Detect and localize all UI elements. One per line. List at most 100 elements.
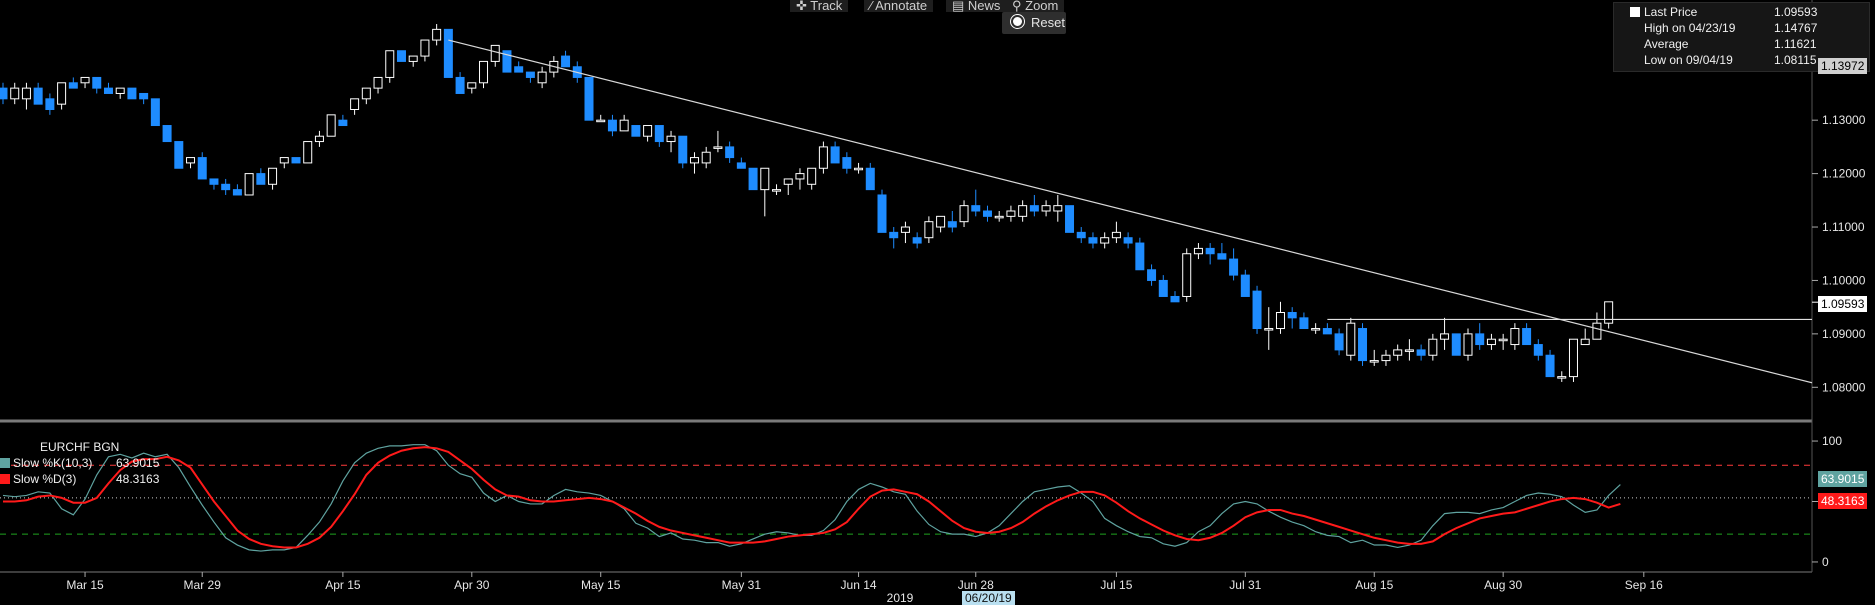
candle-up bbox=[303, 141, 313, 164]
candle-down bbox=[1358, 328, 1368, 362]
candle-down bbox=[1416, 349, 1426, 356]
candle-up bbox=[924, 221, 934, 239]
candle-up bbox=[900, 226, 910, 233]
candle-down bbox=[607, 119, 617, 132]
candle-down bbox=[33, 87, 43, 105]
candle-up bbox=[1193, 247, 1203, 255]
candle-up bbox=[1557, 376, 1567, 379]
x-axis: Mar 15 Mar 29 Apr 15 Apr 30 May 15 May 31 Jun … bbox=[66, 572, 1663, 605]
candle-up bbox=[1041, 205, 1051, 212]
candlesticks bbox=[0, 24, 1614, 382]
candle-down bbox=[982, 210, 992, 217]
candle-up bbox=[689, 157, 699, 164]
candle-up bbox=[760, 167, 770, 191]
legend-last-price[interactable]: Last Price 1.09593 bbox=[1630, 5, 1817, 20]
x-tick-label: Mar 29 bbox=[184, 578, 222, 592]
annotate-label: Annotate bbox=[875, 0, 928, 13]
candle-down bbox=[68, 82, 78, 89]
candle-up bbox=[1275, 312, 1285, 330]
candle-down bbox=[631, 125, 641, 137]
candle-up bbox=[186, 157, 196, 164]
zoom-button[interactable]: ⚲ Zoom bbox=[1006, 0, 1065, 12]
track-button[interactable]: ✜ Track bbox=[790, 0, 849, 13]
low-value: 1.08115 bbox=[1774, 53, 1817, 67]
last-price-tag: 1.09593 bbox=[1818, 296, 1868, 312]
crosshair-date-flag: 06/20/19 bbox=[962, 591, 1015, 605]
candle-down bbox=[1229, 258, 1239, 276]
candle-down bbox=[1322, 328, 1332, 335]
news-button[interactable]: ▤ News bbox=[946, 0, 1007, 12]
candle-up bbox=[1006, 210, 1016, 217]
candle-up bbox=[57, 82, 67, 105]
reset-icon bbox=[1011, 15, 1024, 28]
slow-d-line bbox=[3, 446, 1621, 549]
candle-up bbox=[432, 28, 442, 41]
candle-up bbox=[959, 205, 969, 223]
candle-down bbox=[338, 119, 348, 127]
legend-high[interactable]: High on 04/23/19 1.14767 bbox=[1644, 21, 1817, 36]
y-tick-label: 1.13000 bbox=[1822, 113, 1866, 127]
candle-down bbox=[514, 66, 524, 73]
candle-up bbox=[467, 82, 477, 89]
legend-slow-k[interactable]: Slow %K(10,3) 63.9015 bbox=[0, 456, 159, 470]
x-tick-label: Apr 15 bbox=[325, 578, 361, 592]
candle-up bbox=[490, 44, 500, 62]
candle-up bbox=[1381, 354, 1391, 362]
candle-down bbox=[947, 221, 957, 228]
x-tick-label: Jul 15 bbox=[1100, 578, 1132, 592]
candle-down bbox=[1334, 333, 1344, 351]
candle-down bbox=[877, 194, 887, 233]
candle-up bbox=[1498, 338, 1508, 342]
candle-up bbox=[10, 87, 20, 100]
candle-up bbox=[1018, 205, 1028, 217]
candle-down bbox=[830, 146, 840, 164]
candle-up bbox=[115, 87, 125, 94]
legend-low[interactable]: Low on 09/04/19 1.08115 bbox=[1644, 53, 1817, 68]
candle-down bbox=[1065, 205, 1075, 233]
candle-down bbox=[842, 157, 852, 169]
candle-up bbox=[1182, 253, 1192, 297]
candle-up bbox=[1592, 322, 1602, 340]
candle-up bbox=[408, 55, 418, 62]
candle-up bbox=[643, 125, 653, 137]
candle-down bbox=[1533, 344, 1543, 356]
candle-down bbox=[1451, 333, 1461, 356]
candle-up bbox=[1428, 338, 1438, 356]
track-label: Track bbox=[810, 0, 843, 13]
reset-label: Reset bbox=[1031, 15, 1065, 30]
candle-up bbox=[314, 135, 324, 143]
annotate-button[interactable]: ∕ Annotate bbox=[864, 0, 934, 13]
average-label: Average bbox=[1644, 37, 1689, 51]
candle-down bbox=[865, 167, 875, 191]
candle-down bbox=[103, 87, 113, 94]
last-price-swatch bbox=[1630, 7, 1640, 17]
candle-up bbox=[244, 173, 254, 196]
last-price-value: 1.09593 bbox=[1774, 5, 1818, 19]
legend-slow-d[interactable]: Slow %D(3) 48.3163 bbox=[0, 472, 159, 486]
candle-up bbox=[1568, 338, 1578, 378]
reset-button[interactable]: Reset bbox=[1002, 12, 1066, 34]
candle-down bbox=[584, 76, 594, 121]
candle-down bbox=[561, 55, 571, 68]
legend-average[interactable]: Average 1.11621 bbox=[1644, 37, 1817, 52]
y-tick-label: 1.11000 bbox=[1822, 220, 1865, 234]
y-tick-label: 1.09000 bbox=[1822, 327, 1866, 341]
candle-up bbox=[80, 76, 90, 84]
candle-down bbox=[45, 98, 55, 110]
candle-down bbox=[443, 28, 453, 78]
candle-up bbox=[1369, 360, 1379, 363]
candle-down bbox=[1170, 295, 1180, 303]
candle-up bbox=[936, 215, 946, 228]
candle-down bbox=[197, 157, 207, 180]
candle-down bbox=[912, 237, 922, 244]
candle-up bbox=[1111, 231, 1121, 239]
slow-k-line bbox=[2, 444, 1621, 552]
candle-down bbox=[1545, 354, 1555, 378]
y-tick-label: 1.10000 bbox=[1822, 273, 1866, 287]
slow-k-swatch bbox=[0, 458, 10, 468]
x-tick-label: Jun 28 bbox=[958, 578, 994, 592]
candle-up bbox=[666, 135, 676, 143]
candle-up bbox=[1580, 338, 1590, 346]
candle-up bbox=[1486, 338, 1496, 346]
